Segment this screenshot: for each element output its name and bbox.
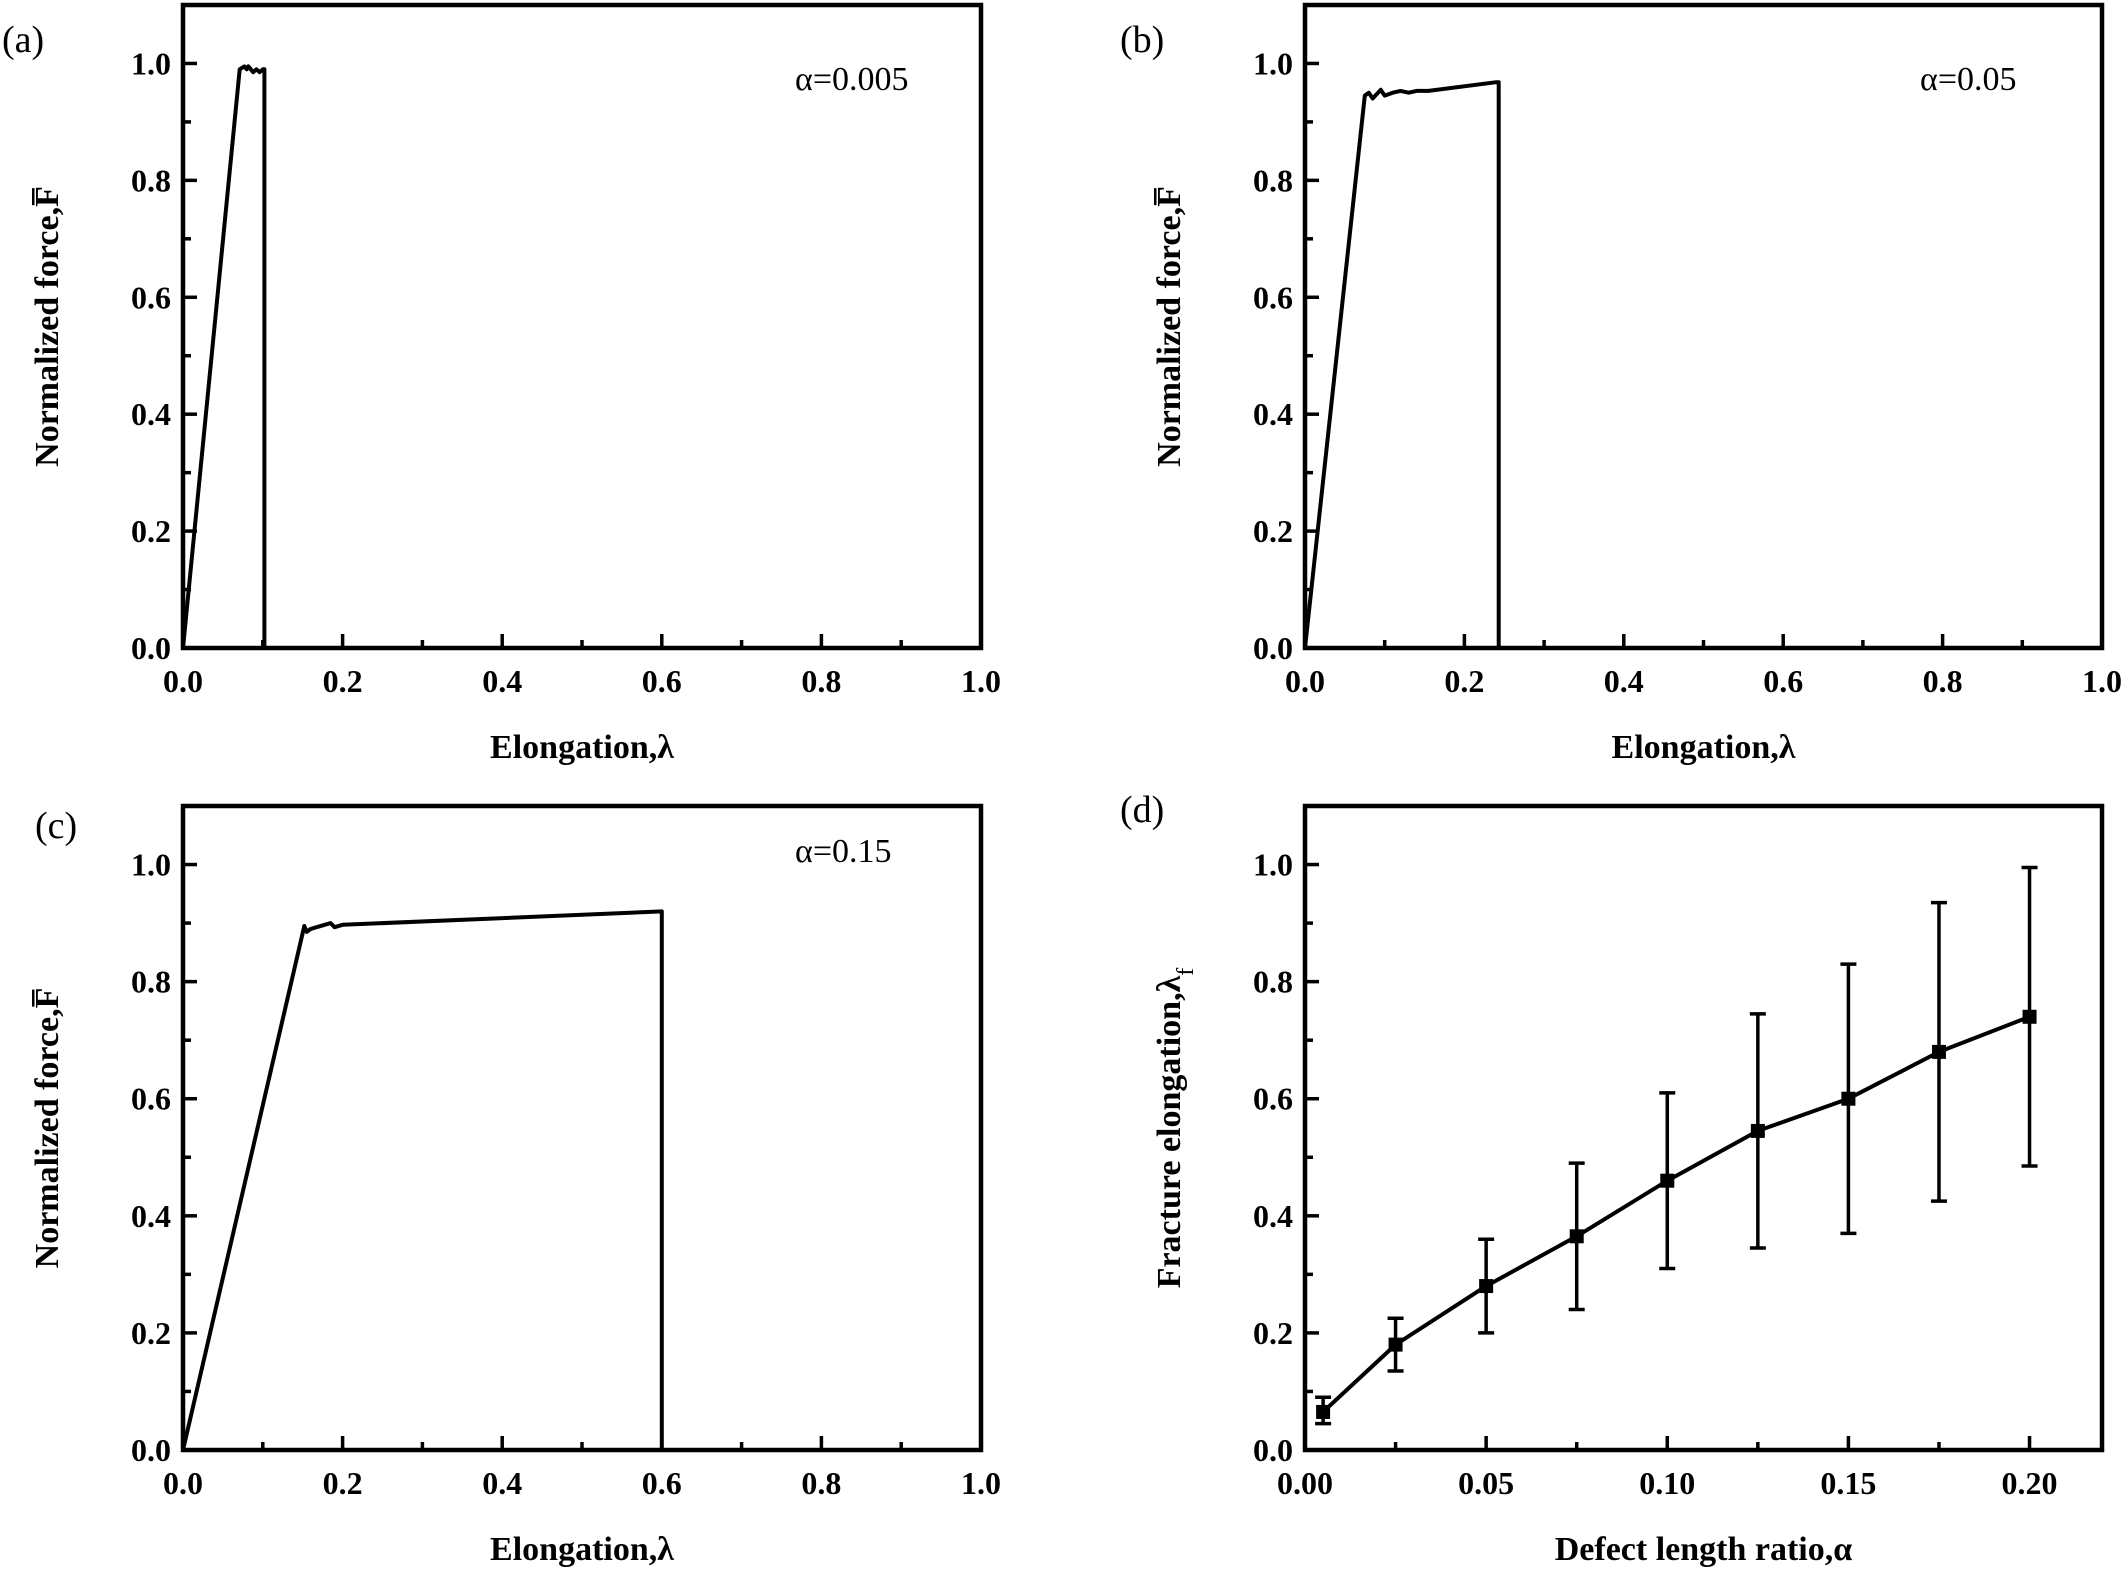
x-axis-title: Defect length ratio,α [1555,1531,1853,1568]
series-line [181,909,664,1451]
x-tick-label: 0.2 [323,1465,363,1501]
alpha-annotation: α=0.15 [795,833,892,870]
data-point [1841,1091,1856,1106]
alpha-annotation: α=0.005 [795,61,909,98]
x-axis-title: Elongation,λ [490,729,674,766]
y-axis-title: Fracture elongation,λf [1151,968,1199,1289]
y-tick-label: 0.2 [131,513,171,549]
x-tick-label: 1.0 [2082,663,2122,699]
x-tick-label: 0.6 [642,1465,682,1501]
x-tick-label: 0.0 [1285,663,1325,699]
y-tick-label: 0.2 [131,1315,171,1351]
y-tick-label: 0.4 [1253,396,1293,432]
data-point [1479,1279,1494,1294]
y-tick-label: 0.0 [131,630,171,666]
y-tick-label: 0.6 [1253,1081,1293,1117]
x-tick-label: 0.2 [1444,663,1484,699]
x-tick-label: 1.0 [961,663,1001,699]
y-tick-label: 0.8 [1253,162,1293,198]
x-axis-title: Elongation,λ [1612,729,1796,766]
x-tick-label: 0.8 [801,663,841,699]
x-tick-label: 0.10 [1639,1465,1695,1501]
y-tick-label: 0.4 [131,396,171,432]
data-point [2022,1009,2037,1024]
x-tick-label: 0.0 [163,663,203,699]
y-tick-label: 0.8 [131,964,171,1000]
plot-frame [1302,2,2105,651]
y-tick-label: 0.4 [1253,1198,1293,1234]
data-point [1316,1404,1331,1419]
panel-label: (b) [1120,19,1164,61]
series-line [1321,1014,2031,1414]
x-tick-label: 0.6 [1763,663,1803,699]
plot-frame [180,2,984,651]
alpha-annotation: α=0.05 [1920,61,2017,98]
data-point [1660,1173,1675,1188]
x-tick-label: 0.0 [163,1465,203,1501]
x-tick-label: 0.4 [482,1465,522,1501]
x-tick-label: 0.8 [1923,663,1963,699]
chart-panel-c: 0.0 0.2 0.4 0.6 0.8 1.0 0.0 0.2 0.4 0.6 0.8 1.0 Elon… [29,803,1001,1568]
y-tick-label: 1.0 [1253,847,1293,883]
panel-label: (c) [35,805,77,847]
y-tick-label: 0.0 [1253,1432,1293,1468]
series-line [1303,80,1501,649]
panel-label: (a) [2,19,44,61]
x-axis-title: Elongation,λ [490,1531,674,1568]
chart-panel-d: 0.00 0.05 0.10 0.15 0.20 0.0 0.2 0.4 0.6 0.8 1.0 De… [1120,789,2105,1568]
x-tick-label: 0.15 [1820,1465,1876,1501]
plot-frame [180,803,984,1453]
y-tick-label: 0.6 [131,279,171,315]
y-tick-label: 0.6 [1253,279,1293,315]
data-point [1750,1123,1765,1138]
x-tick-label: 0.05 [1458,1465,1514,1501]
y-tick-label: 0.8 [1253,964,1293,1000]
panel-label: (d) [1120,789,1164,831]
y-tick-label: 0.4 [131,1198,171,1234]
data-point [1388,1337,1403,1352]
x-tick-label: 0.00 [1277,1465,1333,1501]
y-tick-label: 0.2 [1253,1315,1293,1351]
x-tick-label: 0.20 [2002,1465,2058,1501]
series-line [181,64,267,649]
y-tick-label: 0.2 [1253,513,1293,549]
y-tick-label: 1.0 [131,45,171,81]
chart-panel-a: 0.0 0.2 0.4 0.6 0.8 1.0 0.0 0.2 0.4 0.6 0.8 1.0 Elon… [2,2,1001,766]
y-tick-label: 0.0 [1253,630,1293,666]
chart-panel-b: 0.0 0.2 0.4 0.6 0.8 1.0 0.0 0.2 0.4 0.6 0.8 1.0 Elon… [1120,2,2122,766]
data-point [1569,1229,1584,1244]
x-tick-label: 1.0 [961,1465,1001,1501]
y-tick-label: 1.0 [131,847,171,883]
y-tick-label: 1.0 [1253,45,1293,81]
y-axis-title: Normalized force,F̅ [29,186,66,467]
y-axis-title: Normalized force,F̅ [1151,186,1188,467]
x-tick-label: 0.4 [1604,663,1644,699]
y-tick-label: 0.6 [131,1081,171,1117]
data-point [1931,1044,1946,1059]
y-axis-title: Normalized force,F̅ [29,988,66,1269]
plot-frame [1302,803,2105,1453]
y-tick-label: 0.8 [131,162,171,198]
x-tick-label: 0.6 [642,663,682,699]
x-tick-label: 0.2 [323,663,363,699]
x-tick-label: 0.4 [482,663,522,699]
y-tick-label: 0.0 [131,1432,171,1468]
x-tick-label: 0.8 [801,1465,841,1501]
